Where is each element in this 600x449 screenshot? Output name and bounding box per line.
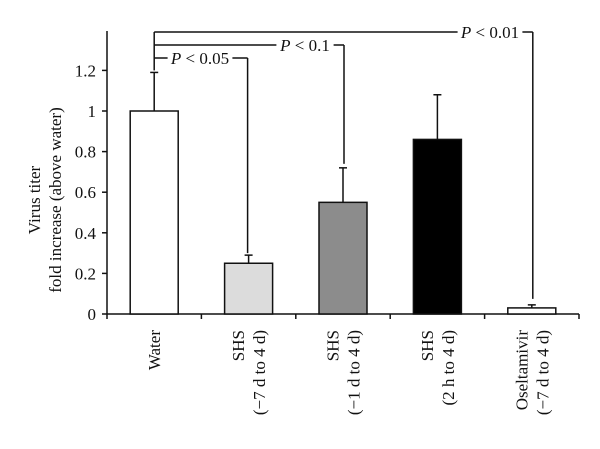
y-tick-label: 0.2	[75, 264, 96, 283]
category-label: (−7 d to 4 d)	[250, 330, 269, 415]
y-axis-title-line1: Virus titer	[25, 165, 44, 234]
y-tick-label: 0	[88, 305, 97, 324]
category-label: SHS	[418, 330, 437, 361]
bar	[318, 201, 368, 315]
significance-brackets: P < 0.05 P < 0.1 P < 0.01	[153, 23, 534, 299]
category-label: SHS	[229, 330, 248, 361]
p-value-label: P < 0.01	[460, 23, 519, 42]
y-tick-label: 0.8	[75, 143, 96, 162]
y-tick-label: 0.4	[75, 224, 97, 243]
axes: 0 0.2 0.4 0.6 0.8 1 1.2	[75, 31, 580, 324]
bar	[223, 262, 274, 315]
y-tick-label: 0.6	[75, 183, 96, 202]
category-label: Oseltamivir	[512, 330, 531, 411]
category-label: (−7 d to 4 d)	[533, 330, 552, 415]
y-axis-title-line2: fold increase (above water)	[46, 107, 65, 292]
category-label: Water	[145, 330, 164, 370]
bar	[507, 307, 557, 315]
category-label: (−1 d to 4 d)	[345, 330, 364, 415]
bar	[129, 110, 179, 315]
bars	[129, 71, 557, 315]
y-tick-label: 1	[88, 102, 97, 121]
bar	[412, 138, 463, 315]
axis-labels: Virus titer fold increase (above water) Wa…	[25, 107, 552, 415]
p-value-label: P < 0.05	[170, 49, 229, 68]
p-value-label: P < 0.1	[279, 36, 330, 55]
category-label: (2 h to 4 d)	[439, 330, 458, 406]
category-label: SHS	[324, 330, 343, 361]
y-tick-label: 1.2	[75, 61, 96, 80]
